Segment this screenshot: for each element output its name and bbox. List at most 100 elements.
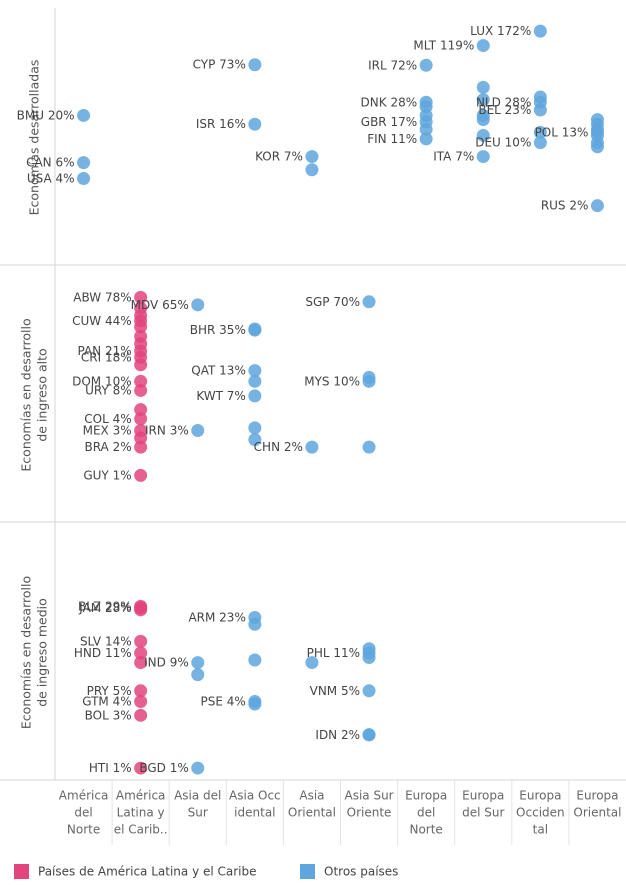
legend-swatch <box>300 864 315 879</box>
point-value: 11% <box>390 131 417 145</box>
dot <box>362 295 376 309</box>
point-value: 172% <box>497 24 531 38</box>
dot <box>248 374 262 388</box>
dot <box>77 172 91 186</box>
dot <box>362 684 376 698</box>
point-code: MDV <box>131 297 159 311</box>
point-code: CUW <box>72 313 101 327</box>
point-code: ARM <box>188 610 215 624</box>
dot <box>134 412 148 426</box>
point-code: KOR <box>255 149 280 163</box>
dot <box>362 728 376 742</box>
dot <box>476 80 490 94</box>
dot <box>248 433 262 447</box>
point-code: CRI <box>81 350 101 364</box>
point-code: KWT <box>196 388 223 402</box>
point-code: NLD <box>476 95 501 109</box>
point-code: POL <box>535 125 559 139</box>
point-code: LUX <box>470 24 493 38</box>
dot <box>134 603 148 617</box>
dot <box>134 695 148 709</box>
point-code: SGP <box>305 294 329 308</box>
point-code: BRA <box>84 440 109 454</box>
dot <box>476 39 490 53</box>
dot <box>248 389 262 403</box>
point-value: 1% <box>113 468 132 482</box>
point-label: DEU 10% <box>475 135 531 149</box>
point-value: 1% <box>113 761 132 775</box>
point-value: 3% <box>113 423 132 437</box>
point-code: ITA <box>433 149 452 163</box>
point-code: CYP <box>193 57 216 71</box>
legend-label: Otros países <box>324 865 398 879</box>
dot <box>419 58 433 72</box>
dot <box>191 656 205 670</box>
dot <box>134 403 148 417</box>
point-value: 28% <box>505 95 532 109</box>
point-label: DNK 28% <box>361 95 418 109</box>
x-tick-label: Norte <box>67 823 100 837</box>
dot <box>191 761 205 775</box>
dot <box>248 421 262 435</box>
point-label: BEL 23% <box>478 102 531 116</box>
point-value: 14% <box>105 634 132 648</box>
point-label: CRI 18% <box>81 350 132 364</box>
point-value: 17% <box>390 114 417 128</box>
point-value: 6% <box>56 155 75 169</box>
point-value: 3% <box>170 423 189 437</box>
point-value: 9% <box>170 655 189 669</box>
point-label: KWT 7% <box>196 388 246 402</box>
point-code: QAT <box>191 363 216 377</box>
point-code: DOM <box>72 374 101 388</box>
point-label: IRN 3% <box>145 423 189 437</box>
dot <box>248 653 262 667</box>
point-value: 4% <box>113 411 132 425</box>
dot <box>305 440 319 454</box>
point-label: JAM 28% <box>78 601 131 615</box>
dot <box>248 58 262 72</box>
dot <box>134 374 148 388</box>
point-value: 29% <box>105 599 132 613</box>
point-value: 2% <box>341 727 360 741</box>
point-value: 18% <box>105 350 132 364</box>
point-label: BGD 1% <box>139 761 188 775</box>
dot <box>134 309 148 323</box>
dot <box>77 156 91 170</box>
point-code: BOL <box>85 708 109 722</box>
point-label: CHN 2% <box>254 440 303 454</box>
dot <box>419 122 433 136</box>
x-tick-label: del <box>74 806 92 820</box>
point-label: ITA 7% <box>433 149 474 163</box>
point-label: KOR 7% <box>255 149 303 163</box>
dot <box>134 440 148 454</box>
point-label: DOM 10% <box>72 374 132 388</box>
dot <box>191 424 205 438</box>
dot <box>134 468 148 482</box>
point-label: IRL 72% <box>368 58 417 72</box>
point-code: IRL <box>368 58 387 72</box>
point-label: SLV 14% <box>80 634 132 648</box>
point-value: 28% <box>390 95 417 109</box>
point-code: BHR <box>190 323 216 337</box>
point-value: 21% <box>105 343 132 357</box>
x-tick-label: Europa <box>519 789 561 803</box>
x-tick-label: tal <box>533 823 548 837</box>
point-value: 72% <box>390 58 417 72</box>
point-label: MEX 3% <box>83 423 132 437</box>
point-value: 23% <box>219 610 246 624</box>
point-label: VNM 5% <box>310 683 360 697</box>
point-value: 28% <box>105 601 132 615</box>
point-code: CAN <box>26 155 52 169</box>
x-tick-label: América <box>116 789 166 803</box>
point-code: CHN <box>254 440 280 454</box>
point-value: 4% <box>56 171 75 185</box>
point-value: 23% <box>505 102 532 116</box>
panel-title: de ingreso alto <box>35 348 50 441</box>
dot <box>134 761 148 775</box>
point-value: 2% <box>569 198 588 212</box>
point-code: SLV <box>80 634 102 648</box>
point-label: NLD 28% <box>476 95 531 109</box>
point-value: 20% <box>48 108 75 122</box>
point-code: PRY <box>87 683 110 697</box>
point-label: IDN 2% <box>315 727 360 741</box>
